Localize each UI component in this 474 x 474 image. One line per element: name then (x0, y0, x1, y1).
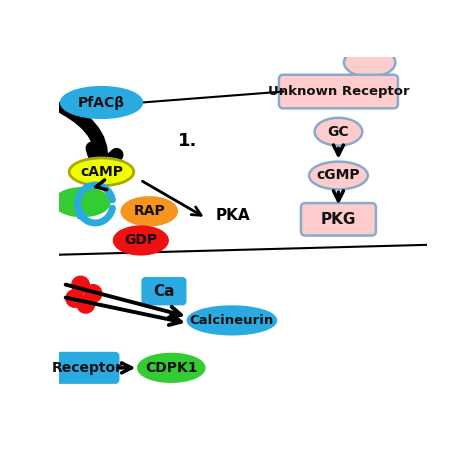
Ellipse shape (344, 48, 395, 77)
Text: CDPK1: CDPK1 (145, 361, 198, 375)
Ellipse shape (188, 307, 276, 334)
Text: PKG: PKG (321, 212, 356, 227)
Circle shape (72, 276, 90, 294)
Ellipse shape (55, 188, 109, 216)
FancyBboxPatch shape (279, 75, 398, 109)
Text: PfACβ: PfACβ (78, 95, 125, 109)
Text: cAMP: cAMP (80, 165, 123, 179)
Text: Calcineurin: Calcineurin (190, 314, 274, 327)
FancyBboxPatch shape (301, 203, 376, 236)
Ellipse shape (114, 227, 168, 255)
Ellipse shape (315, 118, 362, 146)
Text: GC: GC (328, 125, 349, 139)
Text: GDP: GDP (124, 234, 157, 247)
Text: Receptor: Receptor (51, 361, 122, 375)
FancyBboxPatch shape (55, 353, 118, 383)
Ellipse shape (69, 158, 134, 186)
Text: cGMP: cGMP (317, 168, 360, 182)
Ellipse shape (138, 354, 204, 382)
Circle shape (66, 290, 83, 307)
Ellipse shape (309, 162, 368, 190)
Text: Unknown Receptor: Unknown Receptor (268, 85, 409, 98)
FancyArrowPatch shape (64, 108, 117, 170)
Text: PKA: PKA (215, 208, 250, 223)
Text: Ca: Ca (153, 284, 175, 299)
Circle shape (77, 296, 94, 313)
Circle shape (84, 284, 102, 302)
Text: RAP: RAP (133, 204, 165, 218)
FancyBboxPatch shape (143, 278, 185, 304)
Ellipse shape (122, 197, 177, 225)
Text: 1.: 1. (178, 132, 198, 150)
Ellipse shape (61, 87, 142, 118)
